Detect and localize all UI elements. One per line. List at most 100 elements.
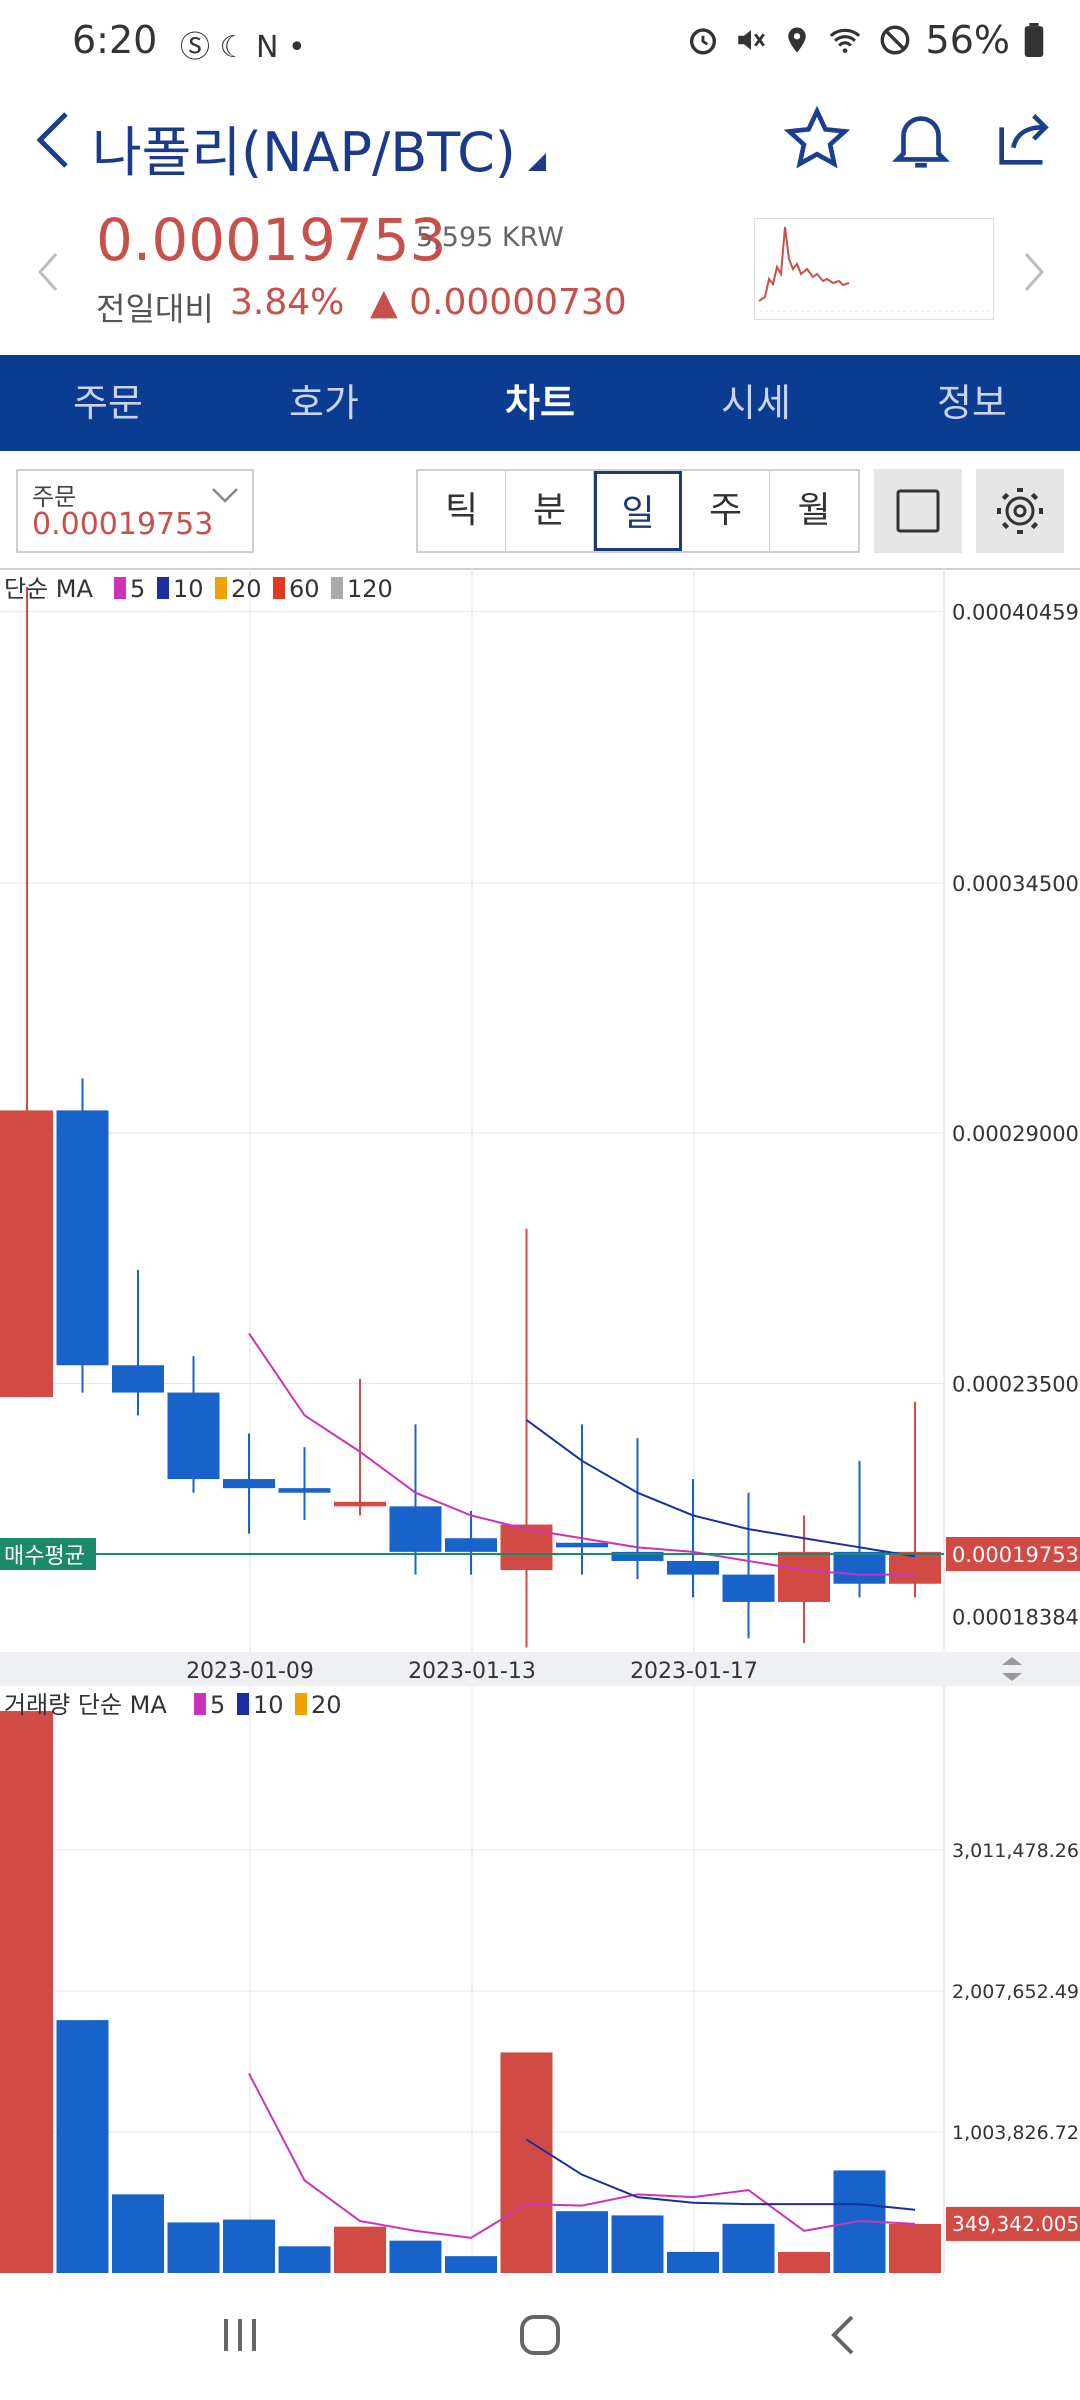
volume-ma-legend-period: 5	[210, 1691, 225, 1719]
period-week[interactable]: 주	[682, 471, 770, 551]
price-tick-label: 0.00034500	[952, 872, 1079, 896]
candle-body	[112, 1365, 164, 1393]
volume-bar	[500, 2052, 553, 2273]
chart-grid	[0, 567, 1080, 2273]
candle-body	[334, 1501, 386, 1507]
main-tabs: 주문 호가 차트 시세 정보	[0, 355, 1080, 451]
status-left-icons: Ⓢ ☾ N •	[180, 30, 306, 65]
candle-body	[556, 1542, 608, 1548]
candle-body	[278, 1488, 331, 1493]
app-header: 나폴리(NAP/BTC)	[0, 90, 1080, 200]
volume-bar	[278, 2246, 331, 2273]
volume-bar	[223, 2219, 275, 2273]
candle-body	[389, 1506, 442, 1552]
change-percent: 3.84%	[230, 282, 345, 323]
candlestick-chart[interactable]: 매수평균 0.000404590.000345000.000290000.000…	[0, 567, 1080, 2273]
price-tick-label: 0.00023500	[952, 1372, 1079, 1396]
prev-market-icon[interactable]	[34, 250, 62, 294]
square-icon	[896, 489, 940, 533]
chart-area[interactable]: 매수평균 0.00040459 0.00034500 0.00029000 0.000…	[0, 567, 1080, 2273]
price-ma-legend-swatch	[273, 577, 285, 599]
price-ma-legend-period: 120	[347, 575, 393, 603]
home-icon[interactable]	[516, 2311, 564, 2359]
resize-handle-icon	[1002, 1657, 1022, 1681]
volume-axis: 3,011,478.266 2,007,652.497 1,003,826.727 3…	[946, 1840, 1080, 2241]
date-tick-label: 2023-01-13	[408, 1659, 536, 1684]
current-price: 0.00019753	[96, 206, 447, 274]
date-tick-label: 2023-01-09	[186, 1659, 314, 1684]
price-ma-legend-period: 20	[231, 575, 262, 603]
price-axis: 0.00040459 0.00034500 0.00029000 0.00023500…	[946, 601, 1080, 1629]
tab-chart[interactable]: 차트	[505, 381, 575, 425]
price-series: 매수평균	[0, 587, 944, 1648]
price-ma10-line	[525, 1419, 916, 1558]
volume-ma-legend-period: 20	[311, 1691, 342, 1719]
volume-bar	[334, 2226, 386, 2273]
recent-apps-icon[interactable]	[218, 2313, 262, 2357]
period-month[interactable]: 월	[797, 490, 831, 531]
period-selector: 틱 분 일 주 월	[416, 469, 860, 553]
order-label: 주문	[32, 483, 77, 511]
tab-quotes[interactable]: 시세	[721, 381, 791, 425]
battery-percent: 56%	[925, 18, 1010, 62]
volume-ma-legend-swatch	[295, 1693, 307, 1715]
tab-info[interactable]: 정보	[937, 381, 1007, 425]
price-ma-legend-period: 60	[289, 575, 320, 603]
candle-body	[223, 1479, 275, 1489]
dropdown-triangle-icon	[527, 153, 546, 171]
mute-icon	[737, 30, 765, 50]
location-icon	[787, 27, 806, 53]
price-tick-label: 0.00018384	[952, 1605, 1079, 1629]
battery-icon	[1024, 23, 1044, 57]
next-market-icon[interactable]	[1020, 250, 1048, 294]
candle-body	[778, 1551, 830, 1602]
period-day[interactable]: 일	[594, 471, 682, 551]
chart-legends: 단순 MA 5 10 20 60 120 거래량 단순 MA 5 10 20	[4, 575, 393, 1719]
wifi-icon	[829, 28, 860, 53]
tab-order[interactable]: 주문	[73, 381, 143, 425]
date-axis: 2023-01-09 2023-01-13 2023-01-17	[0, 1652, 1080, 1686]
volume-tick-label: 1,003,826.727	[952, 2122, 1080, 2144]
candle-body	[445, 1538, 497, 1552]
gear-icon	[997, 488, 1043, 534]
back-icon[interactable]	[30, 108, 74, 172]
fullscreen-button[interactable]	[874, 469, 962, 553]
avg-buy-badge	[0, 1538, 96, 1571]
volume-bar	[0, 1711, 53, 2273]
period-tick[interactable]: 틱	[418, 471, 506, 551]
chart-toolbar: 주문 0.00019753 틱 분 일 주 월	[0, 451, 1080, 569]
price-tick-label: 0.00029000	[952, 1122, 1079, 1146]
date-tick-label: 2023-01-17	[630, 1659, 758, 1684]
volume-bar	[889, 2223, 941, 2273]
volume-bar	[611, 2215, 664, 2273]
settings-button[interactable]	[976, 469, 1064, 553]
order-price-select[interactable]: 주문 0.00019753	[16, 469, 254, 553]
candle-body	[167, 1392, 220, 1480]
price-ma-legend-swatch	[215, 577, 227, 599]
market-title[interactable]: 나폴리(NAP/BTC)	[92, 108, 548, 187]
candle-body	[611, 1551, 664, 1561]
candle-body	[833, 1551, 886, 1584]
current-price-badge	[946, 1537, 1080, 1572]
period-minute[interactable]: 분	[506, 471, 594, 551]
change-value: ▲ 0.00000730	[370, 282, 627, 323]
tab-orderbook[interactable]: 호가	[289, 381, 359, 425]
krw-price: 5,595 KRW	[416, 222, 564, 253]
share-icon[interactable]	[990, 104, 1060, 174]
order-value: 0.00019753	[32, 507, 214, 542]
nav-back-icon[interactable]	[826, 2313, 862, 2357]
status-bar: 6:20 Ⓢ ☾ N • 56%	[0, 0, 1080, 90]
candle-body	[667, 1560, 719, 1575]
star-icon[interactable]	[782, 104, 852, 174]
mini-sparkline[interactable]	[754, 218, 994, 320]
volume-ma-legend-period: 10	[253, 1691, 284, 1719]
system-nav-bar	[0, 2273, 1080, 2400]
bell-icon[interactable]	[886, 104, 956, 174]
compare-label: 전일대비	[96, 290, 214, 328]
date-axis-band	[0, 1652, 1080, 1686]
price-ma-legend-title: 단순 MA	[4, 575, 93, 603]
avg-buy-label: 매수평균	[4, 1544, 85, 1569]
alarm-icon	[689, 28, 716, 55]
candle-body	[889, 1551, 941, 1584]
candle-body	[722, 1574, 775, 1602]
